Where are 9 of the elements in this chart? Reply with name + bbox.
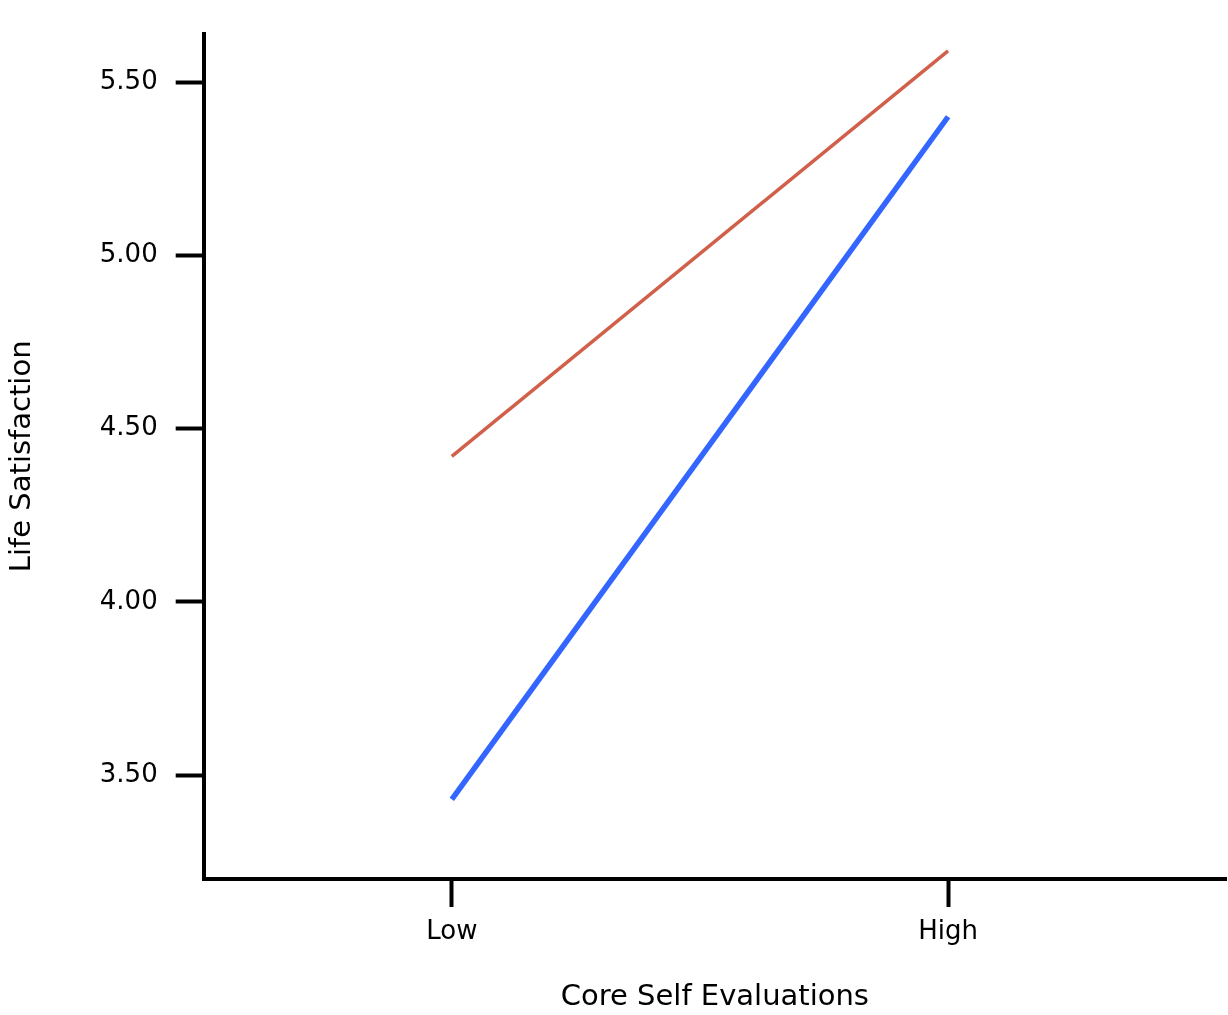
y-axis-title: Life Satisfaction	[2, 340, 37, 573]
y-tick-label: 5.50	[99, 64, 158, 95]
x-tick-label: High	[918, 915, 978, 946]
y-tick-label: 4.50	[99, 411, 158, 442]
y-tick-label: 3.50	[99, 757, 158, 788]
y-tick-label: 5.00	[99, 238, 158, 269]
x-axis-title: Core Self Evaluations	[560, 978, 869, 1013]
y-tick-label: 4.00	[99, 584, 158, 615]
x-tick-label: Low	[426, 915, 478, 946]
